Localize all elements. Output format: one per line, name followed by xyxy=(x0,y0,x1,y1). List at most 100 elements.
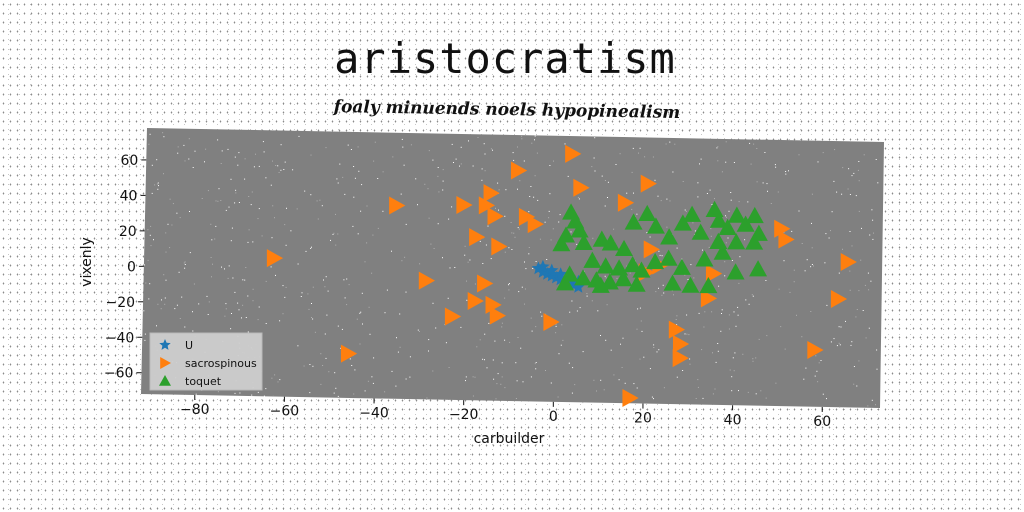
noise-speck xyxy=(350,149,352,150)
noise-speck xyxy=(700,158,702,160)
noise-speck xyxy=(684,333,686,335)
noise-speck xyxy=(524,261,525,263)
noise-speck xyxy=(583,270,585,272)
noise-speck xyxy=(525,268,527,270)
point-toquet-2 xyxy=(570,221,589,238)
noise-speck xyxy=(616,277,618,279)
noise-speck xyxy=(825,233,827,235)
noise-speck xyxy=(366,205,368,207)
noise-speck xyxy=(188,158,190,160)
noise-speck xyxy=(158,185,159,187)
noise-speck xyxy=(716,147,718,149)
noise-speck xyxy=(382,171,384,173)
noise-speck xyxy=(820,360,822,361)
noise-speck xyxy=(765,397,767,399)
noise-speck xyxy=(586,295,588,297)
point-sacrospinous-9 xyxy=(518,207,536,226)
noise-speck xyxy=(817,161,819,163)
noise-speck xyxy=(711,204,713,205)
noise-speck xyxy=(455,158,457,160)
noise-speck xyxy=(576,243,578,245)
noise-speck xyxy=(492,359,494,361)
noise-speck xyxy=(711,311,713,313)
noise-speck xyxy=(290,230,292,232)
noise-speck xyxy=(210,223,212,225)
noise-speck xyxy=(698,312,700,314)
noise-speck xyxy=(147,229,149,231)
noise-speck xyxy=(364,261,366,263)
noise-speck xyxy=(849,270,851,272)
noise-speck xyxy=(242,279,244,281)
noise-speck xyxy=(851,341,853,343)
noise-speck xyxy=(156,159,158,161)
noise-speck xyxy=(500,383,502,385)
noise-speck xyxy=(374,141,376,143)
noise-speck xyxy=(221,266,222,268)
noise-speck xyxy=(748,303,750,305)
noise-speck xyxy=(364,390,366,392)
noise-speck xyxy=(285,244,287,246)
noise-speck xyxy=(492,149,493,151)
point-toquet-27 xyxy=(596,257,615,274)
noise-speck xyxy=(793,269,795,271)
noise-speck xyxy=(801,336,803,338)
noise-speck xyxy=(697,182,699,184)
noise-speck xyxy=(251,394,253,396)
point-sacrospinous-26 xyxy=(477,274,494,293)
noise-speck xyxy=(205,148,207,150)
noise-speck xyxy=(605,277,607,279)
noise-speck xyxy=(377,178,379,179)
noise-speck xyxy=(451,206,453,208)
noise-speck xyxy=(211,276,212,278)
noise-speck xyxy=(636,328,638,330)
noise-speck xyxy=(334,372,336,374)
noise-speck xyxy=(536,152,538,154)
noise-speck xyxy=(684,274,686,276)
point-toquet-43 xyxy=(627,275,646,292)
noise-speck xyxy=(709,189,711,191)
noise-speck xyxy=(265,280,267,282)
noise-speck xyxy=(484,170,486,172)
point-sacrospinous-13 xyxy=(266,249,284,268)
noise-speck xyxy=(689,358,691,360)
noise-speck xyxy=(592,237,594,239)
noise-speck xyxy=(767,190,768,192)
noise-speck xyxy=(324,286,326,288)
noise-speck xyxy=(510,222,512,223)
noise-speck xyxy=(682,181,684,182)
noise-speck xyxy=(176,304,178,306)
noise-speck xyxy=(160,308,162,310)
noise-speck xyxy=(224,315,226,317)
noise-speck xyxy=(604,205,606,207)
noise-speck xyxy=(735,325,737,327)
point-toquet-46 xyxy=(663,274,682,291)
noise-speck xyxy=(247,241,249,243)
noise-speck xyxy=(156,325,157,327)
noise-speck xyxy=(851,245,853,247)
noise-speck xyxy=(593,379,595,381)
noise-speck xyxy=(697,196,699,198)
noise-speck xyxy=(144,264,145,266)
noise-speck xyxy=(184,264,186,265)
noise-speck xyxy=(842,248,843,250)
noise-speck xyxy=(459,165,460,167)
noise-speck xyxy=(692,222,694,224)
noise-speck xyxy=(516,380,518,382)
noise-speck xyxy=(372,382,374,384)
noise-speck xyxy=(433,248,435,249)
noise-speck xyxy=(541,315,543,317)
noise-speck xyxy=(724,275,726,277)
noise-speck xyxy=(145,282,147,284)
x-tick-label: 0 xyxy=(549,409,558,425)
noise-speck xyxy=(495,398,497,400)
noise-speck xyxy=(465,376,467,378)
noise-speck xyxy=(869,234,871,236)
point-sacrospinous-12 xyxy=(491,237,508,256)
noise-speck xyxy=(618,379,620,381)
noise-speck xyxy=(876,349,878,351)
point-toquet-21 xyxy=(745,206,764,224)
noise-speck xyxy=(165,279,167,281)
noise-speck xyxy=(801,243,803,244)
noise-speck xyxy=(265,388,267,390)
noise-speck xyxy=(409,376,411,378)
